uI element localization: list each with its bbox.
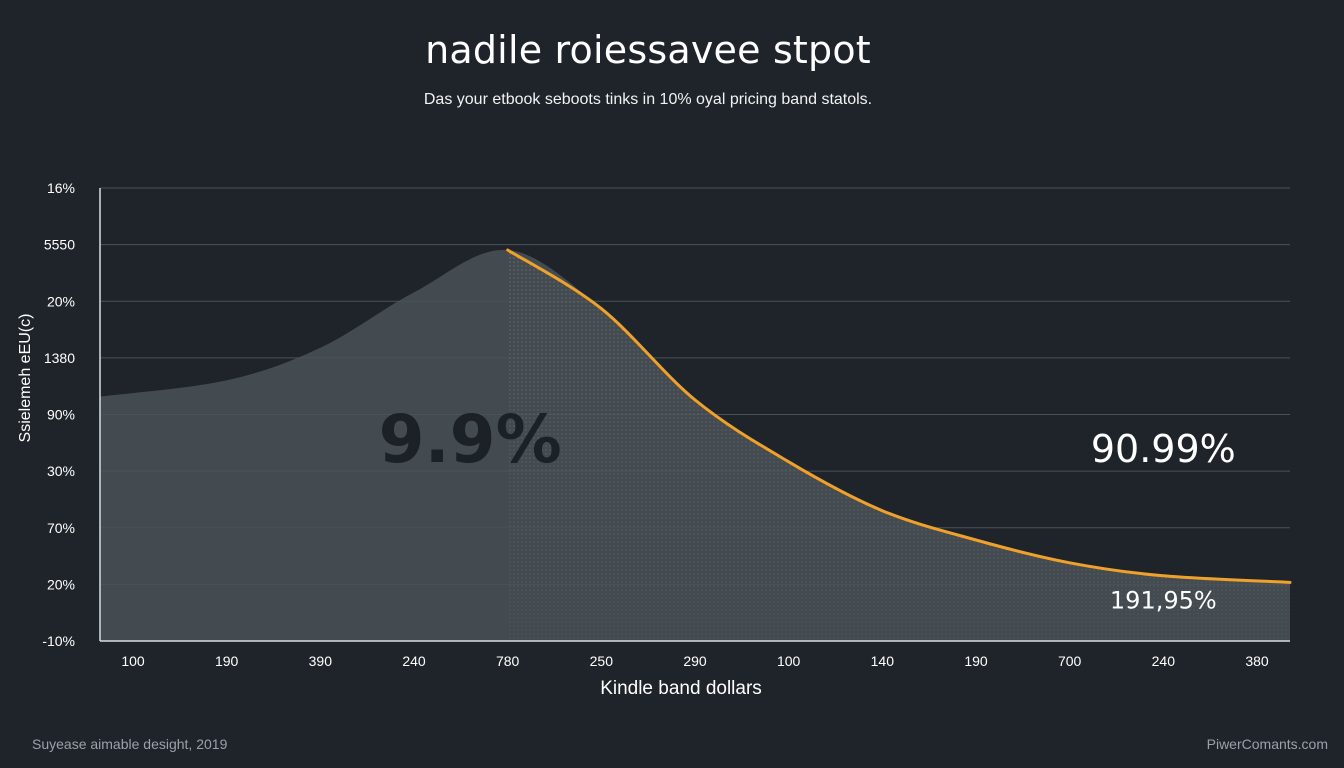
axes: [99, 188, 1290, 642]
y-tick-label: 20%: [47, 293, 75, 309]
y-axis-label: Ssielemeh eEU(c): [17, 314, 34, 443]
x-tick-labels: 100 190 390 240 780 250 290 100 140 190 700 240 380: [121, 653, 1269, 669]
chart-subtitle: Das your etbook seboots tinks in 10% oya…: [423, 91, 873, 108]
y-tick-label: 5550: [44, 237, 75, 253]
x-tick-label: 100: [121, 653, 145, 669]
annotation-label: 90.99%: [1091, 427, 1236, 471]
area-highlight-texture: [507, 250, 1290, 641]
annotation-label: 191,95%: [1110, 586, 1217, 614]
footer-source: PiwerComants.com: [1206, 736, 1328, 752]
y-tick-label: 70%: [47, 520, 75, 536]
x-tick-label: 140: [871, 653, 895, 669]
x-tick-label: 190: [964, 653, 988, 669]
x-tick-label: 240: [402, 653, 426, 669]
y-tick-label: 90%: [47, 407, 75, 423]
y-tick-label: 20%: [47, 576, 75, 592]
x-tick-label: 190: [215, 653, 239, 669]
x-tick-label: 700: [1058, 653, 1082, 669]
y-tick-label: 16%: [47, 180, 75, 196]
y-tick-label: 1380: [44, 350, 75, 366]
y-tick-label: 30%: [47, 463, 75, 479]
annotations: 9.9% 90.99% 191,95%: [379, 401, 1236, 615]
area-fill: [100, 248, 1292, 642]
x-tick-label: 290: [683, 653, 707, 669]
chart-title: nadile roiessavee stpot: [425, 28, 871, 72]
x-tick-label: 250: [590, 653, 614, 669]
y-tick-labels: 16% 5550 20% 1380 90% 30% 70% 20% -10%: [42, 180, 75, 649]
y-tick-label: -10%: [42, 633, 75, 649]
x-tick-label: 240: [1152, 653, 1176, 669]
series-line: [506, 248, 1292, 584]
footer-credit: Suyease aimable desight, 2019: [32, 736, 228, 752]
x-tick-label: 390: [309, 653, 333, 669]
x-axis-label: Kindle band dollars: [600, 678, 762, 699]
annotation-label: 9.9%: [379, 401, 562, 478]
x-tick-label: 380: [1245, 653, 1269, 669]
x-tick-label: 780: [496, 653, 520, 669]
x-tick-label: 100: [777, 653, 801, 669]
